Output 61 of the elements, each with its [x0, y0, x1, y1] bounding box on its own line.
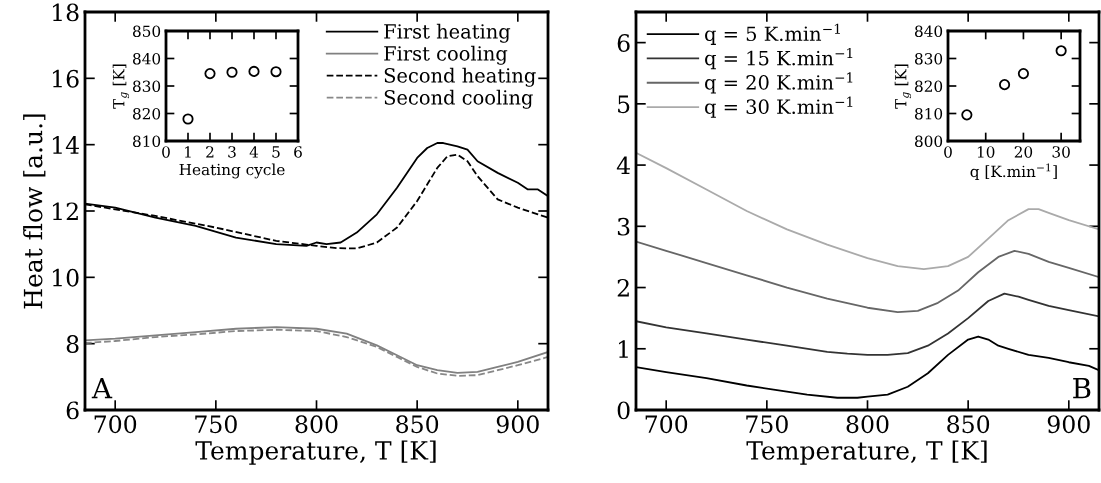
- x-tick-label: 700: [94, 415, 137, 434]
- legend-label: Second cooling: [384, 89, 533, 109]
- y-axis-title: T$_{g}$ [K]: [894, 64, 912, 109]
- x-tick-label: 800: [295, 415, 338, 434]
- x-tick-label: 900: [496, 415, 539, 434]
- x-tick-label: 850: [947, 415, 990, 434]
- y-tick-label: 10: [52, 268, 79, 287]
- legend-label: q = 20 K.min$^{−1}$: [705, 72, 853, 94]
- x-tick-label: 700: [645, 415, 688, 434]
- y-tick-label: 850: [133, 25, 161, 38]
- y-tick-label: 820: [133, 107, 161, 120]
- legend-label: First cooling: [384, 45, 508, 65]
- y-tick-label: 6: [617, 34, 630, 52]
- y-tick-label: 14: [52, 136, 79, 154]
- x-tick-label: 0: [944, 146, 952, 158]
- annotation: A: [91, 378, 113, 399]
- y-tick-label: 0: [617, 401, 630, 420]
- x-axis-title: Heating cycle: [179, 163, 285, 179]
- annotation: B: [1073, 378, 1091, 399]
- x-tick-label: 20: [1014, 146, 1033, 158]
- x-tick-label: 6: [294, 146, 302, 158]
- x-tick-label: 30: [1052, 146, 1070, 158]
- y-tick-label: 840: [133, 52, 161, 65]
- x-tick-label: 0: [162, 146, 170, 158]
- y-tick-label: 18: [52, 3, 79, 22]
- y-tick-label: 810: [915, 107, 943, 120]
- legend-label: q = 30 K.min$^{−1}$: [705, 96, 853, 118]
- y-tick-label: 810: [133, 135, 161, 148]
- y-tick-label: 12: [52, 202, 78, 220]
- legend-label: First heating: [384, 23, 511, 43]
- y-tick-label: 830: [133, 80, 161, 93]
- y-tick-label: 840: [915, 25, 943, 38]
- x-tick-label: 750: [746, 415, 788, 434]
- y-tick-label: 830: [915, 52, 943, 65]
- x-tick-label: 1: [185, 146, 191, 158]
- x-axis-title: Temperature, T [K]: [746, 440, 987, 465]
- y-tick-label: 5: [618, 95, 630, 114]
- legend-label: q = 15 K.min$^{−1}$: [705, 47, 853, 70]
- y-axis-title: T$_{g}$ [K]: [112, 64, 130, 109]
- x-tick-label: 10: [977, 146, 995, 158]
- x-tick-label: 5: [272, 146, 280, 158]
- y-tick-label: 3: [617, 217, 630, 236]
- x-tick-label: 2: [206, 146, 214, 158]
- y-tick-label: 6: [66, 401, 79, 420]
- y-tick-label: 1: [619, 340, 628, 358]
- x-tick-label: 750: [195, 415, 237, 434]
- x-tick-label: 800: [846, 415, 889, 434]
- y-tick-label: 2: [617, 278, 629, 297]
- x-tick-label: 900: [1047, 415, 1090, 434]
- y-tick-label: 820: [915, 80, 943, 93]
- y-tick-label: 8: [66, 335, 79, 353]
- x-tick-label: 3: [228, 146, 236, 158]
- x-axis-title: q [K.min$^{−1}$]: [970, 163, 1057, 181]
- legend-label: Second heating: [384, 67, 536, 87]
- y-tick-label: 800: [915, 135, 943, 148]
- legend-label: q = 5 K.min$^{−1}$: [705, 23, 840, 45]
- y-tick-label: 16: [52, 69, 79, 88]
- y-axis-title: Heat flow [a.u.]: [23, 114, 46, 309]
- x-tick-label: 4: [249, 146, 259, 158]
- x-axis-title: Temperature, T [K]: [195, 440, 436, 465]
- x-tick-label: 850: [396, 415, 439, 434]
